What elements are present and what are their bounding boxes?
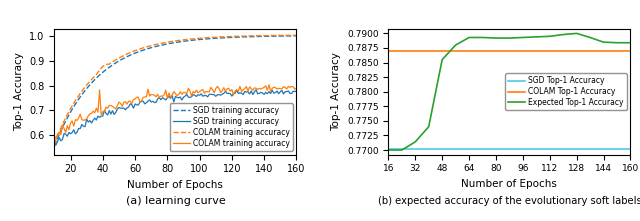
Expected Top-1 Accuracy [438, 58, 446, 61]
SGD training accuracy [221, 90, 229, 93]
SGD training accuracy [52, 144, 60, 146]
SGD training accuracy [51, 143, 58, 146]
Expected Top-1 Accuracy [506, 37, 513, 39]
X-axis label: Number of Epochs: Number of Epochs [461, 179, 557, 189]
Title: (b) expected accuracy of the evolutionary soft labels: (b) expected accuracy of the evolutionar… [378, 196, 640, 206]
SGD training accuracy [292, 34, 300, 37]
COLAM training accuracy [292, 34, 300, 36]
Expected Top-1 Accuracy [385, 149, 392, 151]
Expected Top-1 Accuracy [600, 41, 607, 44]
SGD training accuracy [51, 145, 58, 147]
COLAM training accuracy [204, 36, 211, 39]
SGD training accuracy [288, 34, 296, 37]
Title: (a) learning curve: (a) learning curve [125, 196, 225, 206]
Expected Top-1 Accuracy [465, 36, 473, 39]
Line: SGD training accuracy: SGD training accuracy [54, 90, 296, 145]
Expected Top-1 Accuracy [492, 37, 500, 39]
SGD training accuracy [199, 95, 207, 97]
COLAM training accuracy [221, 90, 229, 92]
COLAM training accuracy [205, 91, 213, 93]
Expected Top-1 Accuracy [627, 41, 634, 44]
SGD training accuracy [138, 100, 145, 103]
Line: COLAM training accuracy: COLAM training accuracy [54, 85, 296, 138]
COLAM training accuracy [265, 84, 273, 86]
SGD training accuracy [136, 50, 144, 53]
Legend: SGD training accuracy, SGD training accuracy, COLAM training accuracy, COLAM tra: SGD training accuracy, SGD training accu… [170, 103, 292, 151]
COLAM training accuracy [51, 142, 58, 145]
SGD training accuracy [168, 42, 176, 44]
Expected Top-1 Accuracy [573, 32, 580, 35]
X-axis label: Number of Epochs: Number of Epochs [127, 180, 223, 190]
COLAM training accuracy [199, 88, 207, 91]
COLAM training accuracy [288, 34, 296, 37]
Expected Top-1 Accuracy [586, 36, 594, 39]
COLAM training accuracy [220, 35, 228, 38]
Expected Top-1 Accuracy [452, 44, 460, 46]
COLAM training accuracy [52, 137, 60, 140]
Expected Top-1 Accuracy [519, 36, 527, 39]
Expected Top-1 Accuracy [532, 36, 540, 38]
Expected Top-1 Accuracy [425, 125, 433, 128]
Expected Top-1 Accuracy [479, 36, 486, 39]
SGD training accuracy [204, 38, 211, 40]
Expected Top-1 Accuracy [613, 41, 621, 44]
SGD training accuracy [292, 90, 300, 93]
COLAM training accuracy [136, 48, 144, 50]
Expected Top-1 Accuracy [412, 141, 419, 143]
COLAM training accuracy [291, 88, 299, 90]
Y-axis label: Top-1 Accuracy: Top-1 Accuracy [332, 52, 342, 131]
Legend: SGD Top-1 Accuracy, COLAM Top-1 Accuracy, Expected Top-1 Accuracy: SGD Top-1 Accuracy, COLAM Top-1 Accuracy… [505, 73, 627, 110]
SGD training accuracy [220, 36, 228, 39]
Y-axis label: Top-1 Accuracy: Top-1 Accuracy [13, 52, 24, 131]
COLAM training accuracy [51, 135, 58, 137]
SGD training accuracy [291, 90, 299, 93]
SGD training accuracy [170, 101, 178, 103]
COLAM training accuracy [168, 40, 176, 43]
COLAM training accuracy [292, 87, 300, 90]
SGD training accuracy [205, 93, 213, 96]
COLAM training accuracy [197, 37, 205, 40]
Line: SGD training accuracy: SGD training accuracy [54, 36, 296, 146]
COLAM training accuracy [138, 99, 145, 102]
Expected Top-1 Accuracy [559, 33, 567, 36]
SGD training accuracy [252, 88, 260, 91]
Expected Top-1 Accuracy [398, 149, 406, 151]
Line: COLAM training accuracy: COLAM training accuracy [54, 35, 296, 144]
Expected Top-1 Accuracy [546, 35, 554, 38]
COLAM training accuracy [170, 90, 178, 93]
Line: Expected Top-1 Accuracy: Expected Top-1 Accuracy [388, 33, 630, 150]
SGD training accuracy [197, 38, 205, 41]
